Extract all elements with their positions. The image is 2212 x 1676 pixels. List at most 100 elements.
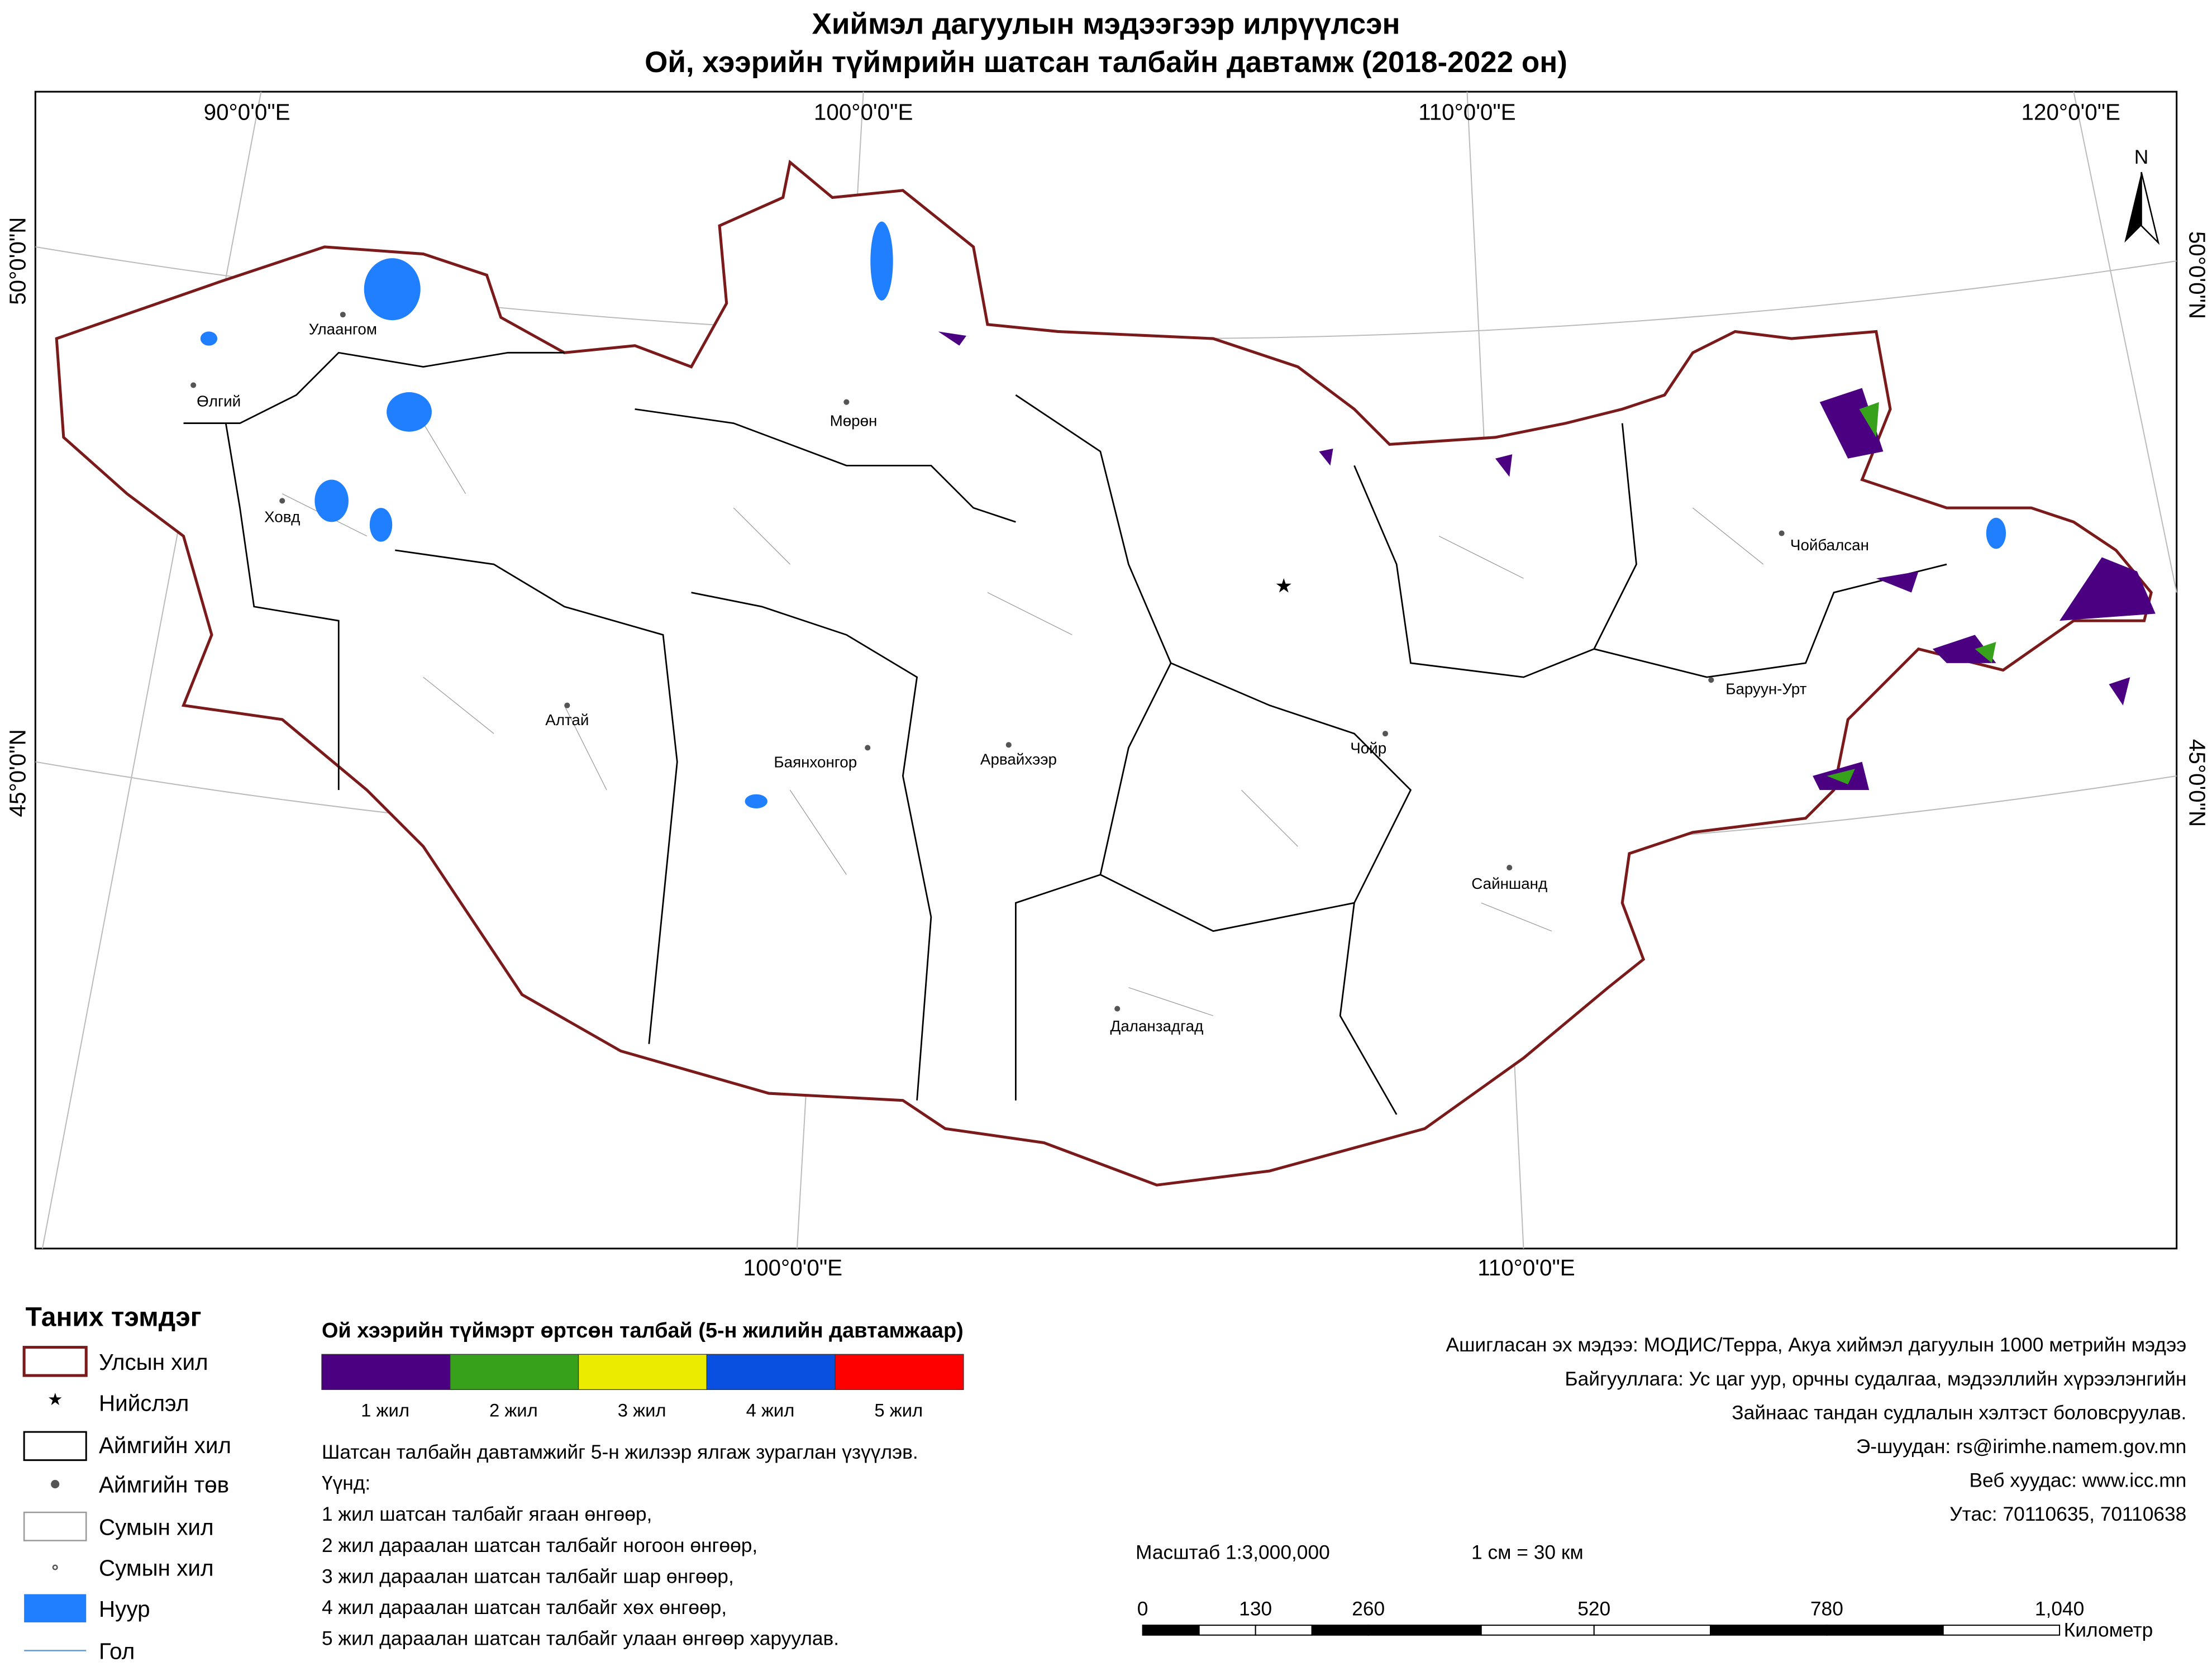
lake: [870, 221, 893, 301]
burned-areas: [938, 331, 2156, 791]
legend-item: Улсын хил: [99, 1349, 208, 1375]
centers: [190, 312, 1785, 1012]
city-label: Ховд: [264, 508, 300, 525]
notes: Шатсан талбайн давтамжийг 5-н жилээр ялг…: [322, 1441, 918, 1649]
lake: [314, 479, 349, 522]
scale-segment: [1142, 1625, 1200, 1636]
legend-item: Сумын хил: [99, 1514, 214, 1540]
note-line: 4 жил дараалан шатсан талбайг хөх өнгөөр…: [322, 1597, 727, 1618]
scale-segment: [1255, 1625, 1313, 1636]
burned-area: [1495, 454, 1513, 477]
scale-unit: Километр: [2064, 1619, 2153, 1641]
burned-area: [1876, 571, 1919, 593]
province-border: [691, 592, 932, 1101]
city-label: Даланзадгад: [1110, 1017, 1204, 1035]
capital-marker: ★: [1275, 575, 1293, 597]
title: Хиймэл дагуулын мэдээгээр илрүүлсэн: [812, 8, 1400, 41]
burned-area: [1975, 641, 1996, 663]
fire-class-label: 3 жил: [618, 1399, 666, 1420]
city-label: Чойбалсан: [1790, 536, 1869, 554]
province-border: [183, 351, 565, 424]
lake: [1986, 517, 2006, 549]
scale-segment: [1826, 1625, 1944, 1636]
city-label: Сайншанд: [1471, 875, 1547, 892]
legend-symbol: [22, 1346, 88, 1377]
province-center: [1779, 530, 1785, 536]
note-line: Үүнд:: [322, 1473, 370, 1494]
source-line: Байгууллага: Ус цаг уур, орчны судалгаа,…: [1565, 1368, 2186, 1390]
province-center: [1708, 677, 1714, 683]
province-borders: [183, 351, 1947, 1115]
legend-item: Аймгийн төв: [99, 1472, 229, 1498]
source-line: Зайнаас тандан судлалын хэлтэст боловсру…: [1732, 1402, 2186, 1423]
scale-bar: 0 130 260 520 780 1,040: [1137, 1598, 2084, 1636]
province-border: [1353, 423, 1637, 678]
scale-segment: [1311, 1625, 1369, 1636]
scale-segment: [1942, 1625, 2061, 1636]
meridian: [2073, 91, 2177, 593]
lake: [745, 794, 767, 808]
fire-legend-title: Ой хээрийн түймэрт өртсөн талбай (5-н жи…: [322, 1319, 964, 1342]
scale-segment: [1480, 1625, 1595, 1636]
note-line: 3 жил дараалан шатсан талбайг шар өнгөөр…: [322, 1565, 734, 1587]
graticule-label: 45°0'0"N: [5, 729, 31, 817]
legend-item: Нуур: [99, 1596, 150, 1622]
fire-classes: 1 жил 2 жил 3 жил 4 жил 5 жил: [321, 1354, 964, 1420]
fire-class-label: 5 жил: [874, 1399, 923, 1420]
city-label: Арвайхээр: [980, 751, 1057, 768]
province-center: [279, 498, 285, 504]
burned-area: [2109, 677, 2130, 706]
north-arrow: [2124, 172, 2142, 243]
scale-tick-label: 130: [1239, 1598, 1272, 1620]
source: Ашигласан эх мэдээ: МОДИС/Терра, Акуа хи…: [1446, 1334, 2186, 1525]
legend-title: Таних тэмдэг: [26, 1303, 202, 1332]
burned-area: [1827, 769, 1855, 785]
province-center: [340, 312, 346, 318]
legend-item: Сумын хил: [99, 1555, 214, 1581]
city-label: Өлгий: [197, 392, 241, 410]
source-line: Утас: 70110635, 70110638: [1949, 1503, 2186, 1525]
province-border: [225, 423, 340, 791]
fire-class-label: 2 жил: [489, 1399, 538, 1420]
province-border: [635, 408, 1016, 523]
note-line: Шатсан талбайн давтамжийг 5-н жилээр ялг…: [322, 1441, 918, 1463]
province-center: [1005, 742, 1012, 748]
lakes: [200, 221, 2006, 808]
scale-tick-label: 780: [1810, 1598, 1843, 1620]
graticule-label: 120°0'0"E: [2022, 99, 2120, 125]
graticule-label: 110°0'0"E: [1477, 1255, 1575, 1280]
burned-area: [1319, 449, 1333, 466]
scale-tick-label: 1,040: [2035, 1598, 2084, 1620]
country-border: [55, 159, 2153, 1187]
burned-area: [2060, 557, 2156, 621]
scale-segment: [1367, 1625, 1482, 1636]
graticule-label: 45°0'0"N: [2184, 739, 2210, 827]
legend-item: Аймгийн хил: [99, 1432, 231, 1458]
legend-symbol: [51, 1479, 60, 1489]
lake: [369, 508, 393, 542]
province-center: [190, 382, 197, 388]
scale-segment: [1710, 1625, 1828, 1636]
burned-area: [1819, 388, 1884, 459]
source-line: Э-шуудан: rs@irimhe.namem.gov.mn: [1856, 1436, 2186, 1458]
lake: [364, 258, 421, 321]
note-line: 2 жил дараалан шатсан талбайг ногоон өнг…: [322, 1535, 757, 1556]
city-label: Улаангом: [309, 320, 377, 337]
province-center: [564, 702, 570, 708]
province-border: [1170, 662, 1412, 1115]
graticule-label: 50°0'0"N: [2184, 231, 2210, 319]
graticule-label: 100°0'0"E: [743, 1255, 842, 1280]
province-center: [865, 745, 871, 751]
province-border: [1594, 563, 1947, 678]
lake: [200, 331, 218, 346]
burned-area: [1932, 635, 1996, 663]
fire-class-swatch: [706, 1354, 836, 1391]
province-center: [1382, 731, 1389, 737]
province-border: [395, 549, 678, 1044]
city-label: Баянхонгор: [774, 754, 857, 771]
scale-tick-label: 260: [1352, 1598, 1385, 1620]
city-label: Мөрөн: [830, 412, 878, 430]
legend-symbol: [23, 1511, 87, 1541]
north-arrow: [2141, 172, 2160, 245]
